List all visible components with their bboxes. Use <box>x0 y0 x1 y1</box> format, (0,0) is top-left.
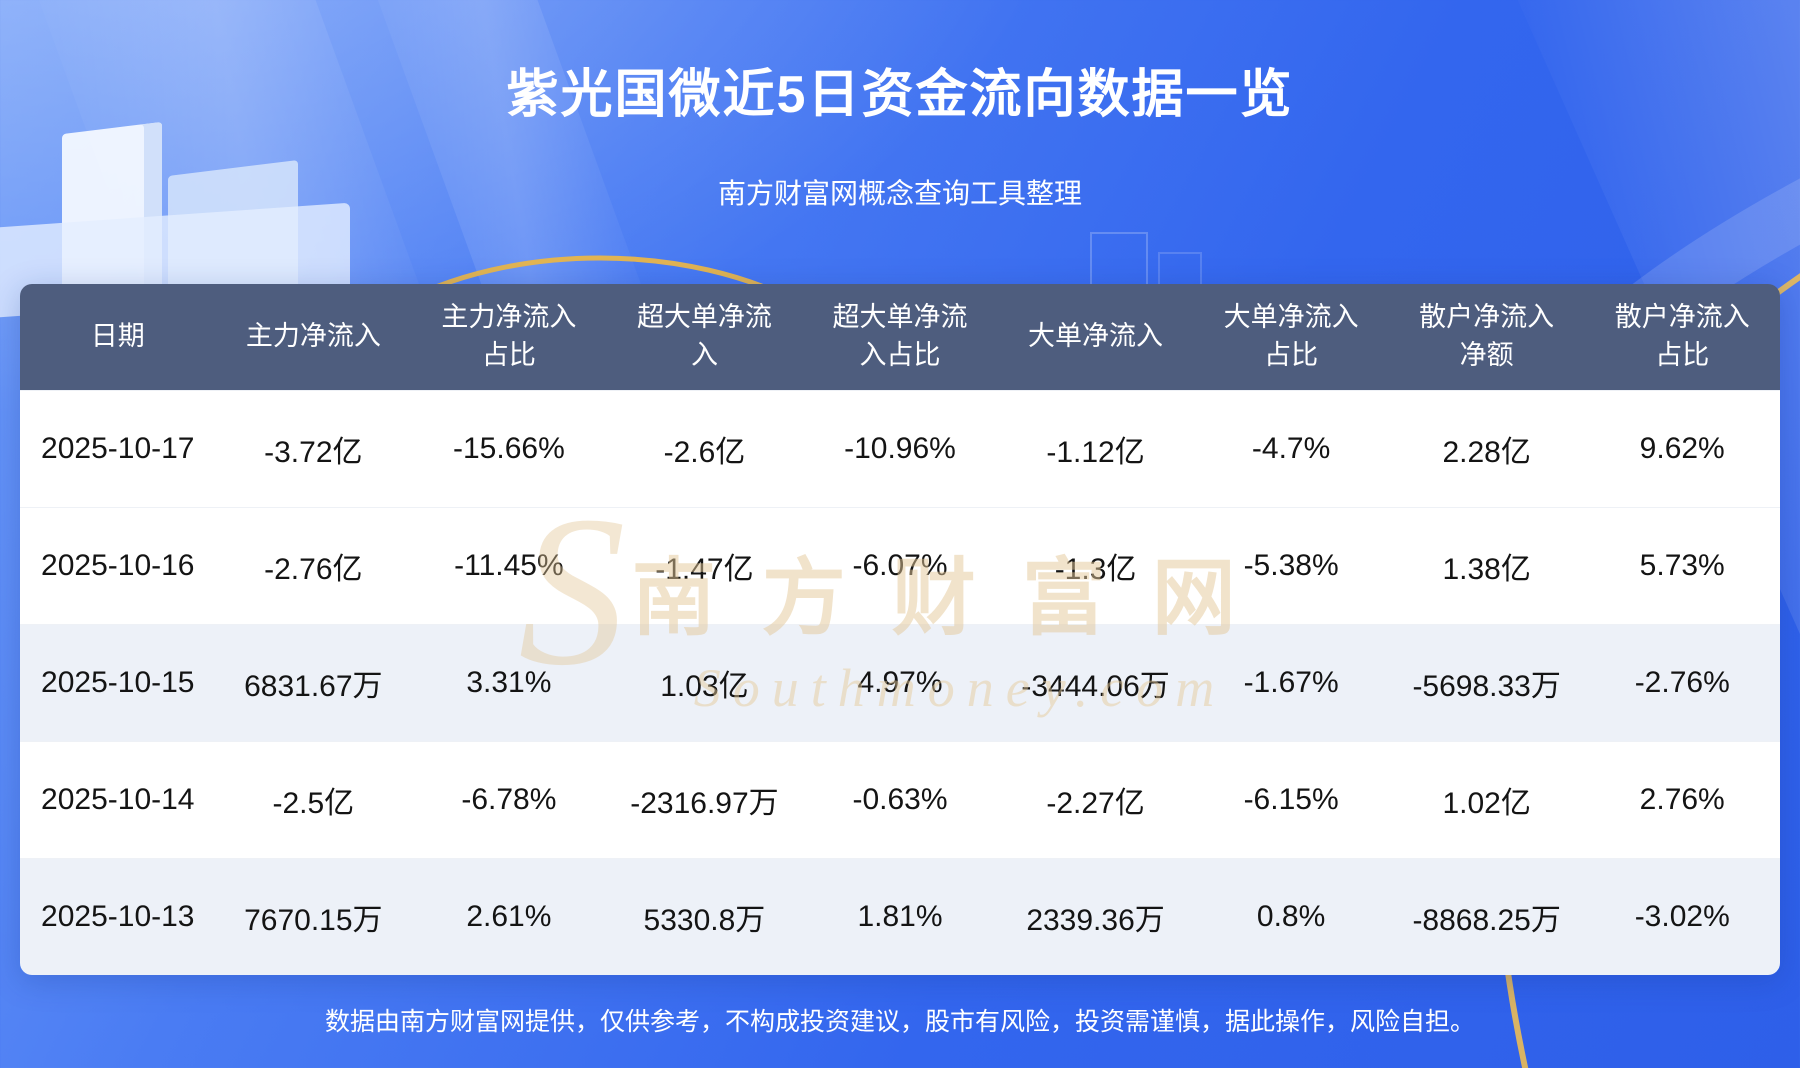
value-cell: 2.61% <box>466 900 552 933</box>
value-cell: -1.47亿 <box>655 553 754 586</box>
fund-flow-table: 日期 主力净流入 主力净流入占比 超大单净流入 超大单净流入占比 大单净流入 大单净流入占比… <box>20 284 1780 975</box>
value-cell: -1.67% <box>1243 666 1339 699</box>
value-cell: 3.31% <box>466 666 552 699</box>
column-header: 主力净流入 <box>245 321 381 352</box>
value-cell: -10.96% <box>844 432 956 465</box>
table-row: 2025-10-16 -2.76亿 -11.45% -1.47亿 -6.07% -1.3亿… <box>20 507 1780 624</box>
date-cell: 2025-10-16 <box>41 549 195 582</box>
value-cell: -2.76亿 <box>264 553 363 586</box>
value-cell: 1.38亿 <box>1442 553 1531 586</box>
value-cell: 5.73% <box>1639 549 1725 582</box>
page-title: 紫光国微近5日资金流向数据一览 <box>506 66 1294 124</box>
value-cell: 2339.36万 <box>1026 904 1165 937</box>
date-cell: 2025-10-17 <box>41 432 195 465</box>
value-cell: -3.72亿 <box>264 436 363 469</box>
column-header: 大单净流入占比 <box>1223 302 1359 370</box>
date-cell: 2025-10-13 <box>41 900 195 933</box>
column-header: 超大单净流入占比 <box>832 302 968 370</box>
table-header-row: 日期 主力净流入 主力净流入占比 超大单净流入 超大单净流入占比 大单净流入 大单净流入占比… <box>20 284 1780 390</box>
value-cell: -15.66% <box>453 432 565 465</box>
value-cell: 2.76% <box>1639 783 1725 816</box>
value-cell: -4.7% <box>1251 432 1331 465</box>
value-cell: -6.78% <box>461 783 557 816</box>
outline-square-decoration <box>1090 232 1148 290</box>
value-cell: -2.27亿 <box>1046 787 1145 820</box>
value-cell: -1.12亿 <box>1046 436 1145 469</box>
table-body: 2025-10-17 -3.72亿 -15.66% -2.6亿 -10.96% -1.12… <box>20 390 1780 975</box>
column-header: 大单净流入 <box>1028 321 1164 352</box>
value-cell: -2316.97万 <box>630 787 779 820</box>
column-header: 散户净流入净额 <box>1419 302 1555 370</box>
value-cell: 6831.67万 <box>244 670 383 703</box>
value-cell: -6.07% <box>852 549 948 582</box>
value-cell: -1.3亿 <box>1054 553 1137 586</box>
value-cell: -5.38% <box>1243 549 1339 582</box>
column-header: 超大单净流入 <box>636 302 772 370</box>
value-cell: 1.03亿 <box>660 670 749 703</box>
date-cell: 2025-10-15 <box>41 666 195 699</box>
value-cell: -11.45% <box>454 549 564 582</box>
value-cell: 9.62% <box>1639 432 1725 465</box>
value-cell: -2.6亿 <box>663 436 746 469</box>
value-cell: 2.28亿 <box>1442 436 1531 469</box>
value-cell: -2.5亿 <box>272 787 355 820</box>
value-cell: -2.76% <box>1634 666 1730 699</box>
value-cell: 1.02亿 <box>1442 787 1531 820</box>
value-cell: -6.15% <box>1243 783 1339 816</box>
value-cell: -3.02% <box>1634 900 1730 933</box>
column-header: 日期 <box>90 321 145 352</box>
disclaimer-text: 数据由南方财富网提供，仅供参考，不构成投资建议，股市有风险，投资需谨慎，据此操作… <box>324 1008 1475 1036</box>
table-row: 2025-10-17 -3.72亿 -15.66% -2.6亿 -10.96% -1.12… <box>20 390 1780 507</box>
page-subtitle: 南方财富网概念查询工具整理 <box>717 178 1082 209</box>
value-cell: -8868.25万 <box>1412 904 1561 937</box>
value-cell: 5330.8万 <box>643 904 766 937</box>
date-cell: 2025-10-14 <box>41 783 195 816</box>
value-cell: 0.8% <box>1256 900 1326 933</box>
column-header: 散户净流入占比 <box>1614 302 1750 370</box>
value-cell: -5698.33万 <box>1412 670 1561 703</box>
value-cell: 7670.15万 <box>244 904 383 937</box>
value-cell: -3444.06万 <box>1021 670 1170 703</box>
table-row: 2025-10-14 -2.5亿 -6.78% -2316.97万 -0.63% -2.2… <box>20 741 1780 858</box>
cube-decoration <box>62 121 162 305</box>
table-row: 2025-10-15 6831.67万 3.31% 1.03亿 4.97% -3444.0… <box>20 624 1780 741</box>
value-cell: 4.97% <box>857 666 943 699</box>
column-header: 主力净流入占比 <box>441 302 577 370</box>
value-cell: 1.81% <box>857 900 943 933</box>
table-row: 2025-10-13 7670.15万 2.61% 5330.8万 1.81% 2339.… <box>20 858 1780 975</box>
value-cell: -0.63% <box>852 783 948 816</box>
